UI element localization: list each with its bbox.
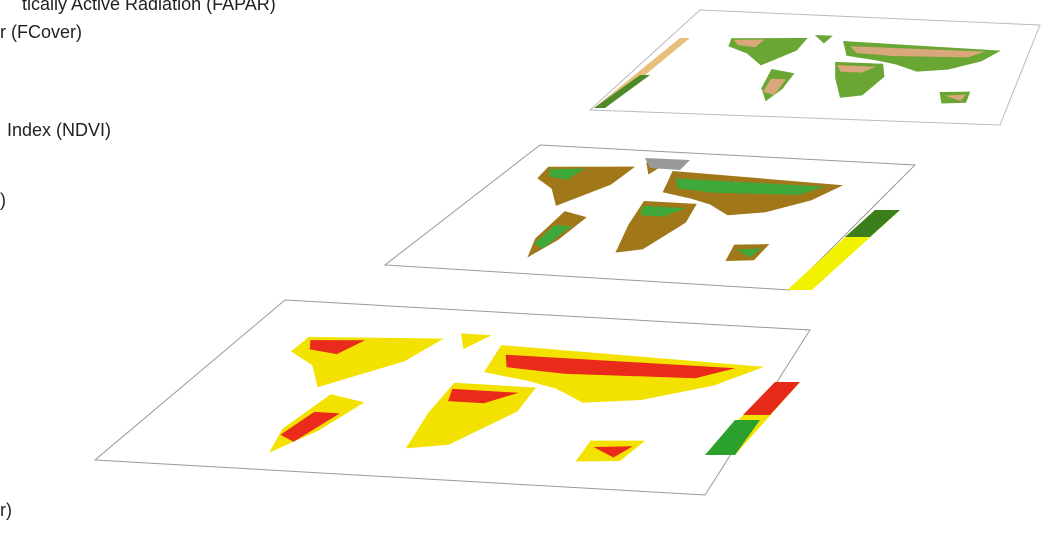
text-line: r (FCover): [0, 22, 82, 42]
text-line: r): [0, 500, 12, 520]
text-line: ): [0, 190, 6, 210]
middle-map: [385, 145, 915, 290]
map-stack: [0, 0, 1053, 541]
text-line: tically Active Radiation (FAPAR): [22, 0, 276, 14]
page: tically Active Radiation (FAPAR) r (FCov…: [0, 0, 1053, 541]
bottom-map: [95, 300, 810, 495]
text-line: Index (NDVI): [7, 120, 111, 140]
top-map: [590, 10, 1040, 125]
